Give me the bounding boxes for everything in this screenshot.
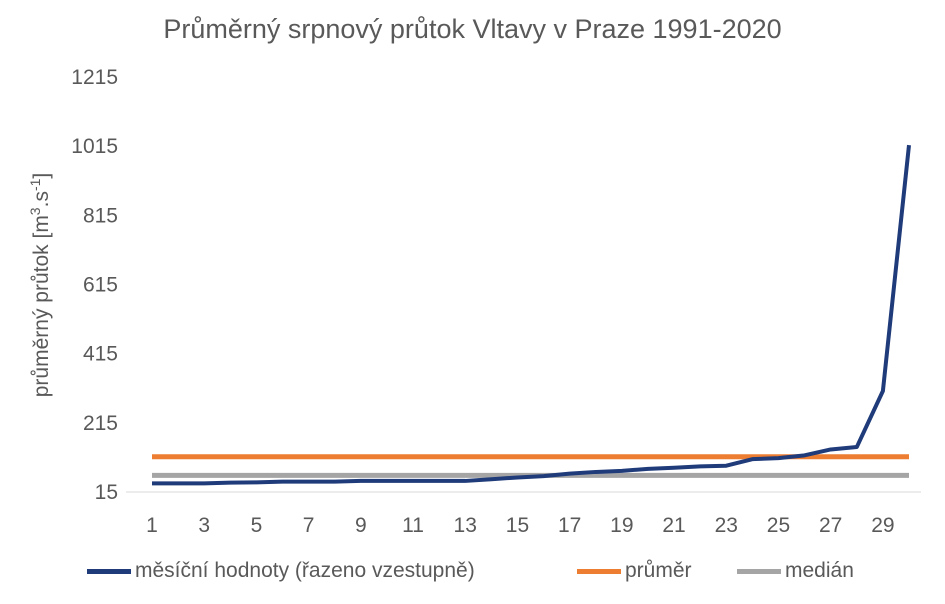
y-axis-ticks: 15 215 415 615 815 1015 1215 <box>71 66 118 504</box>
legend-swatch <box>737 568 781 574</box>
x-tick-label: 21 <box>662 514 685 537</box>
series-layer <box>152 144 911 486</box>
x-axis-ticks: 1 3 5 7 9 11 13 15 17 19 21 23 25 27 29 <box>146 514 894 537</box>
x-tick-label: 11 <box>402 514 424 537</box>
y-tick-label: 615 <box>83 274 118 297</box>
x-tick-label: 29 <box>871 514 894 537</box>
x-tick-label: 17 <box>558 514 581 537</box>
legend-label: medián <box>785 559 854 582</box>
x-tick-label: 9 <box>355 514 367 537</box>
x-tick-label: 23 <box>715 514 738 537</box>
legend-label: měsíční hodnoty (řazeno vzestupně) <box>135 559 475 582</box>
chart-title: Průměrný srpnový průtok Vltavy v Praze 1… <box>163 14 782 44</box>
legend-item: průměr <box>577 559 692 583</box>
legend: měsíční hodnoty (řazeno vzestupně) průměr… <box>0 559 945 589</box>
y-tick-label: 1015 <box>71 135 118 158</box>
y-tick-label: 1215 <box>71 66 118 89</box>
series-line-1 <box>152 144 911 486</box>
y-tick-label: 415 <box>83 343 118 366</box>
y-axis-label: průměrný průtok [m3.s-1] <box>27 173 53 398</box>
legend-swatch <box>577 568 621 574</box>
y-tick-label: 215 <box>83 412 118 435</box>
x-tick-label: 25 <box>767 514 790 537</box>
x-tick-label: 19 <box>610 514 633 537</box>
y-tick-label: 15 <box>95 481 118 504</box>
x-tick-label: 15 <box>506 514 529 537</box>
x-tick-label: 1 <box>146 514 158 537</box>
legend-label: průměr <box>625 559 692 582</box>
legend-item: medián <box>737 559 854 583</box>
y-tick-label: 815 <box>83 204 118 227</box>
x-tick-label: 3 <box>198 514 210 537</box>
x-tick-label: 5 <box>251 514 263 537</box>
legend-swatch <box>87 568 131 574</box>
legend-item: měsíční hodnoty (řazeno vzestupně) <box>87 559 475 583</box>
x-tick-label: 27 <box>819 514 842 537</box>
x-tick-label: 13 <box>454 514 477 537</box>
x-tick-label: 7 <box>303 514 315 537</box>
